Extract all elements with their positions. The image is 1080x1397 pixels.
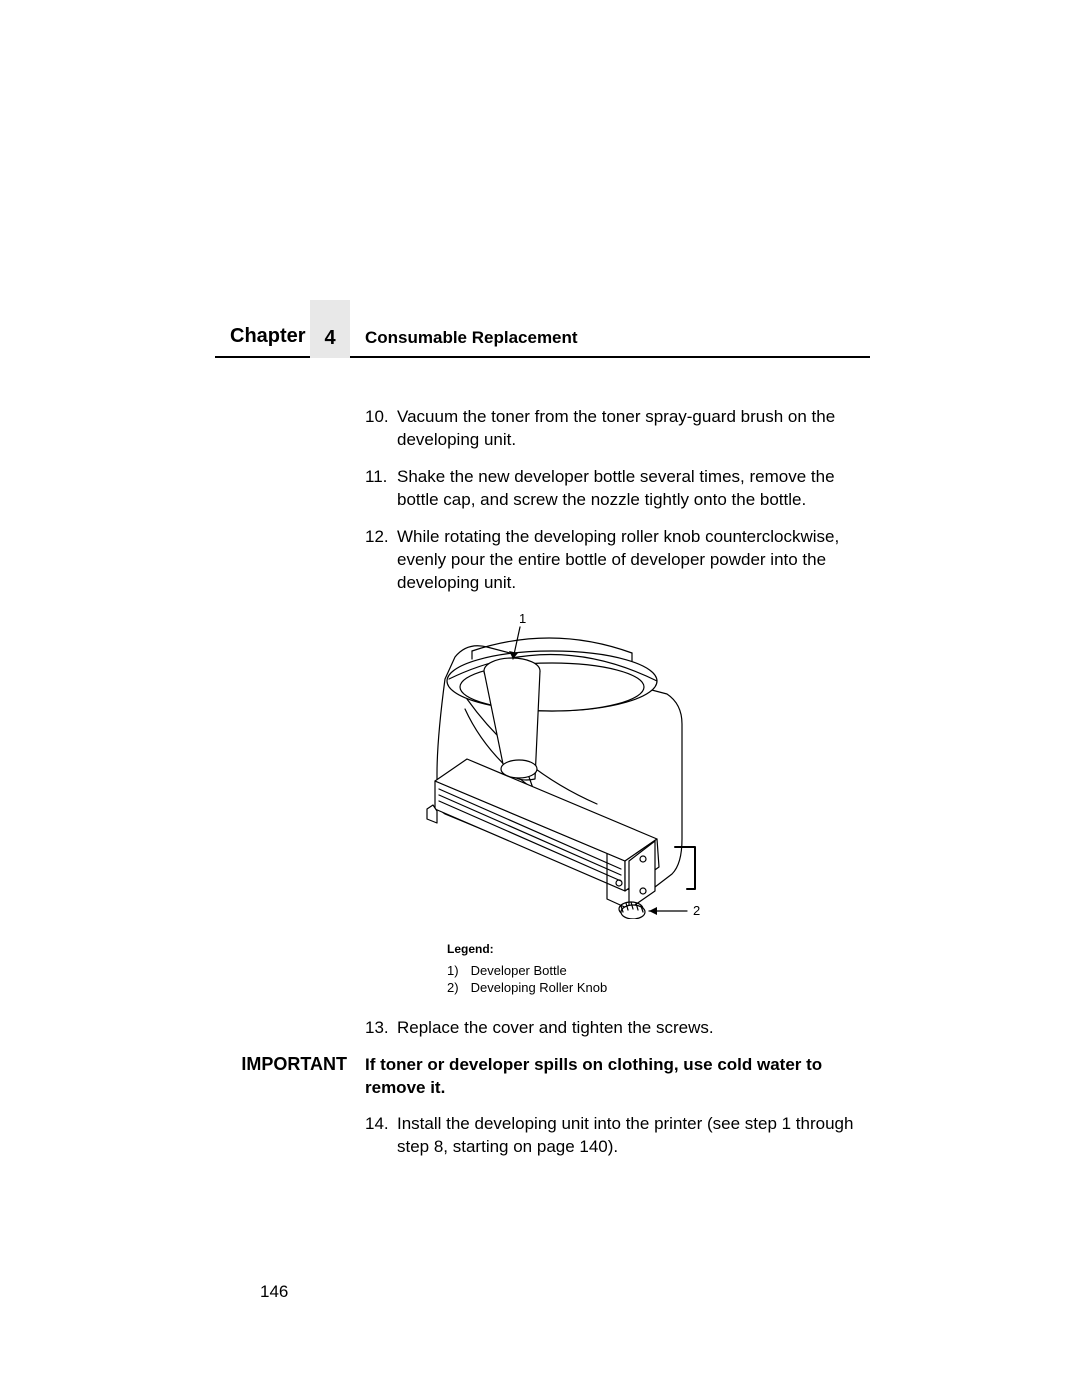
legend-text: Developing Roller Knob bbox=[471, 980, 608, 995]
chapter-header: Chapter 4 Consumable Replacement bbox=[215, 310, 870, 358]
instruction-list: 10. Vacuum the toner from the toner spra… bbox=[365, 406, 870, 595]
important-text: If toner or developer spills on clothing… bbox=[365, 1054, 870, 1100]
step-number: 14. bbox=[365, 1113, 389, 1136]
step-text: Replace the cover and tighten the screws… bbox=[397, 1018, 714, 1037]
legend-title: Legend: bbox=[447, 942, 870, 956]
callout-1: 1 bbox=[519, 611, 526, 626]
step-text: Install the developing unit into the pri… bbox=[397, 1114, 853, 1156]
figure-legend: Legend: 1) Developer Bottle 2) Developin… bbox=[447, 942, 870, 997]
step-14: 14. Install the developing unit into the… bbox=[365, 1113, 870, 1159]
step-text: While rotating the developing roller kno… bbox=[397, 527, 839, 592]
chapter-label: Chapter bbox=[230, 325, 306, 348]
legend-text: Developer Bottle bbox=[471, 963, 567, 978]
step-text: Vacuum the toner from the toner spray-gu… bbox=[397, 407, 835, 449]
important-notice: IMPORTANT If toner or developer spills o… bbox=[215, 1054, 870, 1100]
step-number: 13. bbox=[365, 1017, 389, 1040]
legend-num: 1) bbox=[447, 962, 467, 980]
chapter-title: Consumable Replacement bbox=[365, 328, 578, 348]
chapter-number: 4 bbox=[324, 327, 335, 350]
instruction-list-final: 14. Install the developing unit into the… bbox=[365, 1113, 870, 1159]
legend-item-2: 2) Developing Roller Knob bbox=[447, 979, 870, 997]
chapter-number-box: 4 bbox=[310, 300, 350, 358]
step-12: 12. While rotating the developing roller… bbox=[365, 526, 870, 595]
manual-page: Chapter 4 Consumable Replacement 10. Vac… bbox=[215, 310, 870, 1173]
legend-item-1: 1) Developer Bottle bbox=[447, 962, 870, 980]
instruction-list-continued: 13. Replace the cover and tighten the sc… bbox=[365, 1017, 870, 1040]
step-text: Shake the new developer bottle several t… bbox=[397, 467, 835, 509]
legend-num: 2) bbox=[447, 979, 467, 997]
developing-unit-diagram: 1 2 bbox=[397, 609, 707, 919]
figure-container: 1 2 bbox=[397, 609, 870, 924]
callout-2: 2 bbox=[693, 903, 700, 918]
page-number: 146 bbox=[260, 1282, 288, 1302]
step-number: 11. bbox=[365, 466, 387, 489]
step-11: 11. Shake the new developer bottle sever… bbox=[365, 466, 870, 512]
page-content: 10. Vacuum the toner from the toner spra… bbox=[215, 406, 870, 1159]
step-number: 12. bbox=[365, 526, 389, 549]
step-10: 10. Vacuum the toner from the toner spra… bbox=[365, 406, 870, 452]
important-label: IMPORTANT bbox=[215, 1054, 365, 1100]
step-13: 13. Replace the cover and tighten the sc… bbox=[365, 1017, 870, 1040]
step-number: 10. bbox=[365, 406, 389, 429]
